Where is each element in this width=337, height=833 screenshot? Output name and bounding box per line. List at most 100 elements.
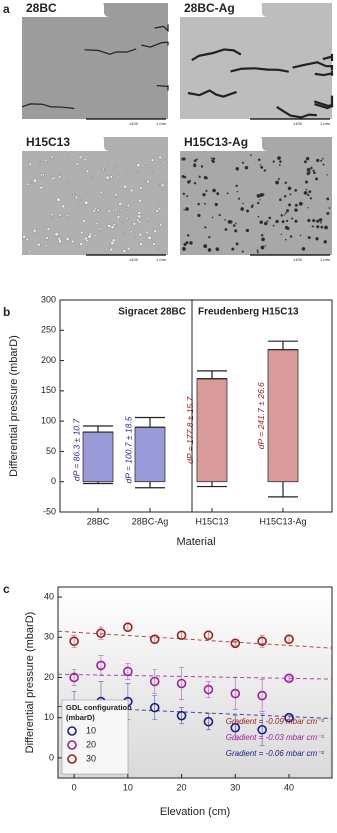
pore (58, 175, 62, 179)
x-tick-label: 20 (177, 782, 187, 792)
whisker-lower (83, 481, 113, 485)
error-bar (232, 715, 238, 741)
point (149, 702, 160, 713)
pore (245, 209, 250, 213)
pore (210, 157, 213, 160)
pore (139, 242, 143, 247)
pore (56, 197, 61, 202)
micrograph-label: H15C13-Ag (184, 135, 248, 149)
pore (50, 213, 54, 217)
pore (157, 222, 160, 225)
pore (235, 242, 239, 246)
pore (278, 164, 281, 166)
pore (146, 216, 150, 220)
error-bar (232, 640, 238, 646)
micrograph (180, 137, 332, 255)
pore (29, 229, 32, 232)
pore (240, 207, 245, 211)
pore (87, 234, 92, 239)
pore (260, 165, 264, 169)
point (123, 666, 133, 677)
pore (310, 166, 313, 170)
pore (284, 225, 289, 230)
crack (156, 85, 169, 91)
panel-label: c (3, 582, 10, 596)
point (69, 672, 79, 683)
pore (227, 219, 232, 224)
micrograph (22, 137, 168, 255)
pore (261, 237, 266, 242)
y-tick-label: 40 (44, 591, 54, 601)
y-tick-label: 150 (41, 385, 56, 395)
pore (294, 208, 298, 212)
error-bar (205, 681, 211, 698)
pore (75, 162, 79, 166)
pore (129, 230, 133, 234)
pore (204, 226, 207, 229)
pore (109, 247, 113, 252)
pore (136, 163, 141, 168)
pore (211, 159, 214, 162)
pore (263, 221, 268, 226)
x-tick-label: 0 (72, 782, 77, 792)
point (203, 716, 214, 727)
pore (134, 236, 136, 239)
scale-label: 1 mm (320, 257, 331, 262)
pore (104, 169, 107, 172)
pore (294, 203, 298, 207)
pore (291, 217, 294, 220)
pore (137, 170, 139, 173)
pore (319, 221, 322, 224)
pore (82, 219, 86, 223)
pore (256, 251, 259, 254)
label-tab (22, 0, 110, 17)
pore (309, 197, 313, 200)
group-title: Sigracet 28BC (118, 307, 186, 318)
bar (196, 378, 228, 483)
point (203, 630, 214, 641)
pore (241, 250, 244, 253)
pore (305, 188, 308, 191)
pore (112, 209, 115, 212)
error-bar (259, 679, 265, 713)
pore (44, 158, 48, 162)
pore (68, 182, 70, 185)
crack (313, 100, 334, 108)
pore (275, 219, 279, 224)
point (257, 690, 267, 701)
y-axis-title: Differential pressure (mbarD) (8, 335, 20, 477)
magnification: x100 (293, 121, 302, 126)
y-tick-label: -50 (43, 506, 56, 516)
pore (91, 176, 94, 179)
label-tab (22, 134, 110, 151)
pore (280, 214, 283, 217)
y-tick-label: 100 (41, 416, 56, 426)
pore (186, 195, 189, 198)
error-bar (179, 707, 185, 725)
x-axis-title: Material (176, 536, 215, 548)
label-tab (180, 134, 268, 151)
point (149, 676, 160, 687)
pore (285, 209, 290, 213)
pore (93, 234, 97, 237)
pore (150, 158, 155, 162)
pore (308, 190, 312, 194)
pore (182, 157, 186, 161)
pore (123, 184, 127, 189)
pore (164, 157, 167, 160)
pore (126, 203, 130, 207)
pore (150, 170, 153, 173)
pore (98, 230, 101, 233)
point (230, 722, 241, 733)
pore (72, 193, 75, 195)
pore (232, 224, 236, 227)
pore (186, 234, 190, 237)
pore (215, 247, 220, 252)
point (284, 634, 294, 645)
pore (214, 202, 218, 207)
panel-label: a (3, 2, 10, 16)
pore (198, 175, 201, 178)
pore (159, 223, 163, 227)
x-tick-label: 40 (284, 782, 294, 792)
pore (79, 242, 83, 246)
